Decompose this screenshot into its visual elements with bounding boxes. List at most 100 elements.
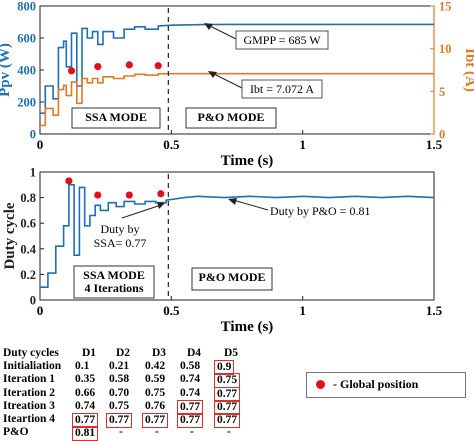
- power-chart-series-ppv-line: [40, 23, 434, 114]
- duty-po-arrow: [232, 199, 269, 211]
- duty-chart-ylabel: Duty cycle: [2, 202, 18, 269]
- table-cell: 0.58: [109, 373, 130, 386]
- duty-chart-ytick-label: 0: [30, 294, 36, 308]
- gmpp-label-box: [235, 30, 329, 50]
- table-cell: 0.58: [180, 360, 201, 373]
- duty-chart-ssa-mode-label: 4 Iterations: [85, 281, 144, 295]
- table-row-label: Iteration 2: [3, 386, 56, 399]
- power-chart-global-point: [125, 61, 133, 69]
- table-cell: -: [227, 426, 231, 439]
- duty-ssa-arrowhead: [157, 202, 165, 209]
- table-cell: 0.42: [145, 360, 166, 373]
- duty-po-arrowhead: [228, 198, 237, 205]
- power-chart-xtick-label: 0: [37, 137, 44, 152]
- global-position-legend: - Global position: [306, 372, 466, 398]
- duty-chart-xtick-label: 0.5: [163, 303, 180, 318]
- power-chart-po-mode-label: P&O MODE: [198, 110, 265, 124]
- power-chart-ytick-right-label: 5: [439, 85, 445, 99]
- table-cell: 0.75: [145, 386, 166, 399]
- table-cell: 0.81: [72, 426, 99, 441]
- power-chart-ssa-mode-label: SSA MODE: [85, 110, 147, 124]
- duty-chart-global-point: [94, 191, 102, 199]
- table-cell: 0.77: [142, 413, 169, 428]
- duty-chart-ytick-label: 0.6: [20, 217, 36, 231]
- power-chart-xtick-label: 1.5: [426, 137, 443, 152]
- gmpp-arrowhead: [204, 23, 213, 30]
- table-cell: 0.21: [109, 360, 130, 373]
- duty-ssa-label: Duty by: [101, 222, 140, 236]
- power-chart-ytick-label: 800: [17, 0, 36, 14]
- table-cell: 0.35: [75, 373, 96, 386]
- duty-chart-xtick-label: 1.5: [426, 303, 443, 318]
- table-cell: 0.77: [214, 413, 241, 428]
- power-chart-ytick-label: 0: [30, 128, 36, 142]
- duty-chart-ytick-label: 0.4: [20, 242, 36, 256]
- duty-chart-ytick-label: 0.8: [20, 191, 36, 205]
- power-chart-ytick-label: 400: [17, 64, 36, 78]
- table-row-label: Iteartion 4: [3, 413, 56, 425]
- table-row-label: Itreation 3: [3, 399, 55, 412]
- table-header-d5: D5: [224, 347, 239, 359]
- ibt-arrowhead: [208, 71, 217, 78]
- power-chart-ytick-label: 600: [17, 32, 36, 46]
- table-cell: 0.74: [75, 399, 96, 412]
- table-cell: 0.77: [214, 399, 241, 415]
- duty-po-label: Duty by P&O = 0.81: [270, 204, 370, 218]
- power-chart-series-ibt-line: [40, 72, 434, 127]
- gmpp-label: GMPP = 685 W: [243, 33, 321, 47]
- global-position-marker: [316, 380, 325, 389]
- duty-chart-ytick-label: 1: [30, 166, 36, 180]
- table-cell: 0.1: [75, 360, 90, 373]
- table-cell: 0.77: [72, 413, 99, 428]
- gmpp-arrow: [207, 24, 237, 40]
- power-chart-xtick-label: 0.5: [163, 137, 180, 152]
- global-position-legend-label: - Global position: [333, 377, 419, 391]
- table-header-d4: D4: [187, 347, 202, 359]
- power-chart-xlabel: Time (s): [221, 153, 274, 169]
- table-row-label: Iteration 1: [3, 373, 56, 386]
- table-cell: 0.66: [75, 386, 96, 399]
- table-header-d3: D3: [152, 347, 167, 359]
- table-cell: 0.76: [145, 399, 166, 412]
- duty-ssa-arrow: [121, 204, 162, 219]
- duty-ssa-label: SSA= 0.77: [94, 236, 147, 250]
- table-cell: 0.77: [177, 413, 204, 428]
- power-chart-po-mode-label-box: [185, 107, 277, 129]
- ibt-arrow: [211, 72, 243, 89]
- duty-chart-ssa-mode-label: SSA MODE: [83, 268, 145, 282]
- duty-chart-global-point: [65, 177, 73, 185]
- table-cell: 0.74: [180, 373, 201, 386]
- table-row-label: Initialiation: [3, 360, 62, 373]
- duty-chart-po-mode-label-box: [191, 267, 273, 291]
- duty-chart-xtick-label: 1: [299, 303, 306, 318]
- duty-cycle-table: Duty cycles D1 D2 D3 D4 D5 Initialiation 0.1 0.2…: [0, 340, 474, 441]
- table-cell: 0.74: [180, 386, 201, 399]
- power-chart-ytick-right-label: 15: [439, 0, 452, 14]
- power-chart-ytick-right-label: 10: [439, 42, 452, 56]
- table-header-label: Duty cycles: [3, 347, 59, 359]
- power-chart-global-point: [94, 62, 102, 71]
- duty-chart-xtick-label: 0: [37, 303, 44, 318]
- power-chart-ylabel: Ppv (W): [0, 43, 13, 97]
- duty-chart-series-duty-line: [40, 184, 435, 289]
- power-chart-ssa-mode-label-box: [71, 107, 161, 129]
- ibt-label-box: [241, 79, 323, 99]
- power-chart-global-point: [67, 67, 76, 75]
- duty-chart-ssa-mode-label-box: [73, 265, 155, 299]
- table-cell: -: [119, 426, 123, 439]
- ibt-label: Ibt = 7.072 A: [250, 82, 314, 96]
- table-cell: 0.77: [106, 413, 133, 428]
- table-cell: 0.70: [109, 386, 130, 399]
- table-header-d2: D2: [116, 347, 131, 359]
- duty-chart-xlabel: Time (s): [221, 319, 274, 335]
- table-header-d1: D1: [82, 347, 97, 359]
- duty-chart-global-point: [125, 191, 133, 199]
- power-chart-ytick-right-label: 0: [439, 128, 445, 142]
- table-cell: 0.59: [145, 373, 166, 386]
- duty-chart-global-point: [157, 190, 165, 198]
- table-cell: 0.9: [214, 360, 235, 376]
- power-chart-ytick-label: 200: [17, 96, 36, 110]
- power-chart-xtick-label: 1: [299, 137, 306, 152]
- table-cell: 0.75: [214, 373, 241, 389]
